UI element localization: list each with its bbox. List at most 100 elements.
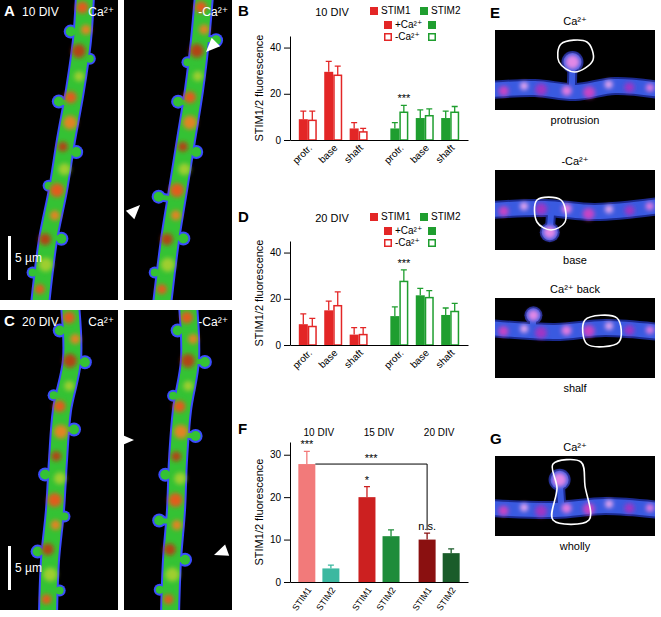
annotation: *** (300, 438, 314, 450)
spot (562, 503, 572, 513)
micrograph (124, 0, 232, 305)
micrograph (490, 30, 660, 110)
spot (605, 205, 613, 213)
scale-bar (8, 236, 11, 280)
condition-label: Ca²⁺ (563, 15, 587, 27)
spot (625, 206, 635, 216)
spot (50, 210, 60, 220)
spine-head (56, 586, 64, 594)
tick-mark (284, 299, 290, 300)
region-label: shalf (563, 382, 587, 394)
spot (193, 71, 203, 81)
error-bar (300, 111, 306, 119)
panel-label: G (490, 430, 502, 447)
bar (416, 118, 425, 140)
error-bar (401, 270, 407, 282)
error-bar (448, 549, 454, 553)
spot (64, 381, 74, 391)
micrograph (490, 456, 660, 536)
error-bar (443, 308, 449, 315)
error-bar (388, 530, 394, 536)
tick-label: STIM2 (314, 585, 337, 612)
spot (535, 83, 547, 95)
legend-swatch (420, 7, 428, 15)
error-bar (328, 565, 334, 568)
tick-label: STIM2 (374, 585, 397, 612)
tick-label: shaft (342, 142, 365, 165)
legend-label: STIM1 (381, 5, 411, 16)
dendrite (162, 0, 204, 300)
plot-marks (299, 270, 459, 345)
tick-label: base (408, 142, 431, 165)
bar (299, 324, 308, 345)
spine-head (66, 27, 76, 37)
spot (583, 208, 595, 220)
error-bar (300, 314, 306, 324)
panel-label: A (4, 2, 15, 19)
spine-head (29, 269, 37, 277)
axis-line (291, 345, 469, 346)
spot (74, 71, 84, 81)
spine-head (54, 96, 64, 106)
spine-head (86, 55, 94, 63)
bar (390, 128, 399, 140)
annotation: * (365, 474, 370, 486)
panel-label: B (238, 2, 249, 19)
tick-label: 30 (270, 449, 282, 460)
micrograph-content (149, 0, 223, 300)
bar (400, 281, 408, 345)
legend-swatch (384, 227, 392, 235)
legend-swatch (370, 7, 378, 15)
panel-label: D (238, 208, 249, 225)
tick: 20 (270, 293, 290, 304)
tick-label: 20 (270, 88, 282, 99)
scale-bar-label: 5 µm (15, 251, 42, 265)
spot (161, 233, 173, 245)
spot (39, 233, 51, 245)
spine-head-outline (152, 190, 166, 204)
spot (35, 284, 45, 294)
spot (165, 568, 179, 582)
bar (334, 75, 342, 140)
spot (624, 83, 634, 93)
spot (190, 44, 204, 58)
arrowhead (126, 201, 144, 219)
spot (520, 325, 528, 333)
spot (54, 400, 66, 412)
bar (322, 568, 339, 582)
bar-chart: 0102030STIM1STIM2STIM1STIM2STIM1STIM2FST… (238, 420, 469, 613)
panel-label: C (4, 312, 15, 329)
micrograph-content (495, 469, 655, 517)
group-label: 10 DIV (304, 427, 335, 438)
tick-mark (284, 94, 290, 95)
spine-head (180, 555, 190, 565)
tick-label: shaft (433, 142, 456, 165)
tick-mark (284, 253, 290, 254)
axis-line (290, 443, 291, 583)
spine-head (33, 547, 43, 557)
background (0, 0, 661, 617)
spine-head-outline (198, 355, 212, 369)
error-bar (351, 328, 357, 335)
spot (63, 116, 77, 130)
tick-label: protr. (382, 347, 406, 371)
bar (358, 497, 375, 582)
spine-head (173, 325, 183, 335)
tick: protr. (290, 345, 314, 371)
axis-line (291, 140, 469, 141)
spot (63, 312, 75, 324)
error-bar (364, 487, 370, 498)
spot (520, 82, 528, 90)
spot (181, 354, 195, 368)
tick-label: STIM1 (350, 585, 373, 612)
spine-head (183, 58, 191, 66)
tick-label: 40 (270, 42, 282, 53)
spot (173, 401, 185, 413)
spot (499, 506, 509, 516)
spot (43, 568, 57, 582)
frame-label: Ca²⁺ (88, 315, 114, 329)
y-axis: 02040 (270, 37, 291, 146)
spot (48, 493, 62, 507)
bar (324, 72, 333, 140)
tick-label: shaft (433, 347, 456, 370)
